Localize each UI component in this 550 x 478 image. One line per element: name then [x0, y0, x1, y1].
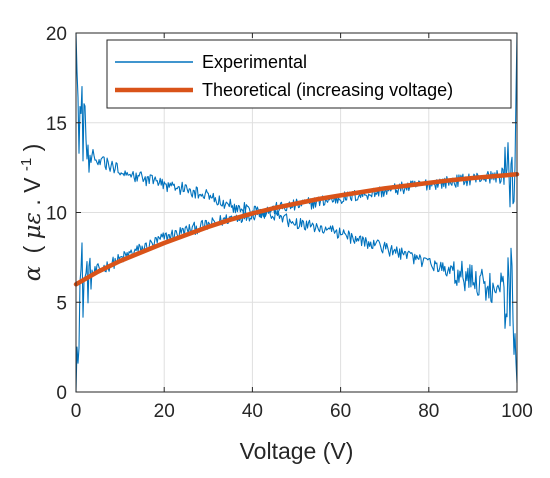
x-tick-label: 100 — [501, 401, 533, 422]
y-tick-label: 20 — [46, 24, 67, 45]
x-tick-label: 20 — [154, 401, 175, 422]
legend-label-theoretical: Theoretical (increasing voltage) — [202, 80, 453, 100]
y-axis-label-symbol: α — [20, 265, 46, 281]
legend: Experimental Theoretical (increasing vol… — [106, 39, 512, 109]
y-axis-label-open-paren: ( — [19, 245, 45, 253]
y-axis-label-unit: V — [19, 177, 45, 193]
legend-box — [106, 39, 512, 109]
y-tick-label: 10 — [46, 204, 67, 225]
y-tick-label: 5 — [56, 293, 67, 314]
data-series-layer — [73, 32, 520, 393]
experimental-line-increasing — [75, 32, 518, 393]
tick-marks — [75, 32, 518, 393]
experimental-line-decreasing — [75, 32, 518, 384]
y-axis-label-close-paren: ) — [19, 144, 45, 152]
y-tick-label: 15 — [46, 114, 67, 135]
x-axis-label: Voltage (V) — [240, 438, 354, 464]
y-axis-label-exponent: -1 — [18, 158, 35, 171]
x-tick-label: 60 — [330, 401, 351, 422]
x-tick-label: 80 — [418, 401, 439, 422]
y-axis-label: α ( με . V -1 ) — [10, 144, 46, 282]
y-axis-label-mu-eps: με — [20, 212, 46, 239]
x-tick-label: 40 — [242, 401, 263, 422]
theoretical-line — [73, 172, 520, 287]
y-axis-label-dot: . — [19, 199, 45, 205]
y-tick-label: 0 — [56, 383, 67, 404]
x-tick-label: 0 — [71, 401, 82, 422]
legend-label-experimental: Experimental — [202, 52, 307, 72]
tick-labels: 0 20 40 60 80 100 0 5 10 15 20 — [46, 24, 533, 422]
